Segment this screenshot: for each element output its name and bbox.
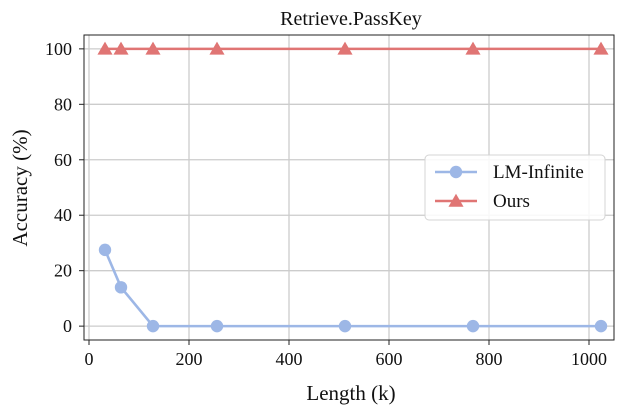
data-point [593, 41, 609, 55]
y-tick-label: 100 [45, 39, 72, 59]
data-point [113, 41, 129, 55]
data-point [145, 41, 161, 55]
data-point [209, 41, 225, 55]
legend-marker [449, 165, 463, 179]
ticks: 0 200 400 600 800 1000 0 20 40 60 80 100 [45, 39, 607, 369]
y-axis-label: Accuracy (%) [8, 129, 32, 246]
series-lm-infinite [98, 243, 608, 333]
data-point [338, 319, 352, 333]
legend-marker [448, 193, 464, 207]
y-tick-label: 20 [54, 261, 72, 281]
y-tick-label: 80 [54, 94, 72, 114]
legend-label: LM-Infinite [493, 162, 584, 183]
y-tick-label: 60 [54, 150, 72, 170]
y-tick-label: 40 [54, 205, 72, 225]
series-line [103, 249, 601, 328]
legend-item: Ours [435, 191, 530, 212]
data-point [98, 243, 112, 257]
x-tick-label: 200 [176, 349, 203, 369]
data-point [210, 319, 224, 333]
series-ours [97, 41, 609, 55]
series-lines [97, 41, 609, 333]
data-point [465, 41, 481, 55]
x-tick-label: 1000 [571, 349, 607, 369]
x-tick-label: 0 [85, 349, 94, 369]
data-point [594, 319, 608, 333]
x-tick-label: 400 [276, 349, 303, 369]
data-point [114, 281, 128, 294]
data-point [466, 319, 480, 333]
y-tick-label: 0 [63, 316, 72, 336]
x-tick-label: 800 [476, 349, 503, 369]
data-point [146, 319, 160, 333]
x-tick-label: 600 [376, 349, 403, 369]
legend-item: LM-Infinite [435, 162, 584, 183]
legend-label: Ours [493, 191, 530, 212]
data-point [97, 41, 113, 55]
data-point [337, 41, 353, 55]
x-axis-label: Length (k) [306, 381, 395, 405]
chart-title: Retrieve.PassKey [280, 8, 422, 30]
plot-frame [83, 34, 615, 341]
legend: LM-Infinite Ours [424, 154, 606, 221]
